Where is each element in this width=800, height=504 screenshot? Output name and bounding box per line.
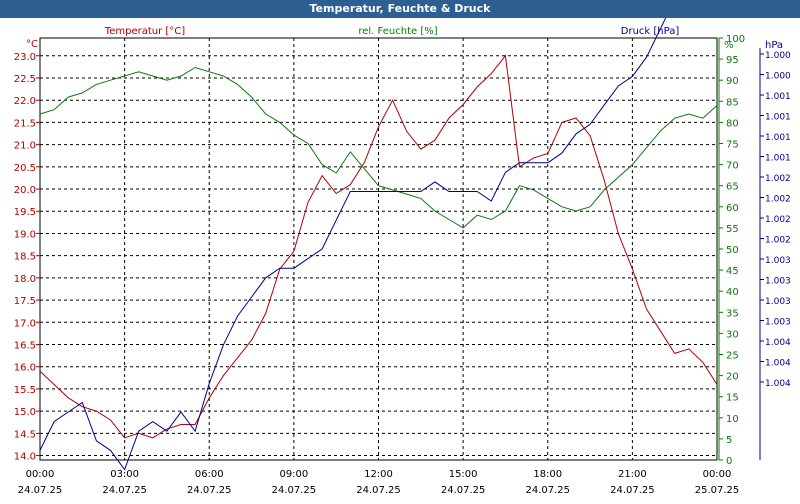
temperature-tick-label: 16.5 bbox=[14, 341, 36, 352]
temperature-tick-label: 21.0 bbox=[14, 141, 36, 152]
grid bbox=[39, 37, 718, 461]
humidity-tick-label: 15 bbox=[726, 393, 739, 404]
temperature-series-line bbox=[39, 54, 718, 439]
x-tick-date: 24.07.25 bbox=[525, 485, 570, 496]
temperature-tick-label: 17.5 bbox=[14, 296, 36, 307]
x-tick-time: 06:00 bbox=[195, 469, 224, 480]
x-tick-time: 09:00 bbox=[279, 469, 308, 480]
temperature-tick-label: 18.0 bbox=[14, 274, 36, 285]
temperature-tick-label: 23.0 bbox=[14, 52, 36, 63]
pressure-tick-label: 1.002 bbox=[765, 236, 791, 246]
temperature-tick-label: 20.5 bbox=[14, 163, 36, 174]
series-layer bbox=[39, 0, 718, 471]
legend-humidity: rel. Feuchte [%] bbox=[358, 26, 437, 37]
humidity-tick-label: 50 bbox=[726, 245, 739, 256]
temperature-tick-label: 22.0 bbox=[14, 96, 36, 107]
x-tick-time: 00:00 bbox=[26, 469, 55, 480]
humidity-tick-label: 5 bbox=[726, 435, 732, 446]
pressure-tick-label: 1.001 bbox=[765, 133, 791, 143]
x-tick-time: 12:00 bbox=[364, 469, 393, 480]
temperature-tick-label: 19.0 bbox=[14, 229, 36, 240]
temperature-tick-label: 20.0 bbox=[14, 185, 36, 196]
pressure-unit-label: hPa bbox=[765, 40, 783, 51]
temperature-tick-label: 19.5 bbox=[14, 207, 36, 218]
pressure-tick-label: 1.003 bbox=[765, 277, 791, 287]
x-tick-date: 24.07.25 bbox=[187, 485, 232, 496]
temperature-tick-label: 18.5 bbox=[14, 252, 36, 263]
pressure-tick-label: 1.000 bbox=[765, 51, 791, 61]
x-tick-date: 24.07.25 bbox=[18, 485, 63, 496]
pressure-tick-label: 1.001 bbox=[765, 113, 791, 123]
humidity-tick-label: 60 bbox=[726, 203, 739, 214]
x-tick-time: 18:00 bbox=[533, 469, 562, 480]
chart-svg: 14.0 14.5 15.0 15.5 16.0 16.5 17.0 17.5 18.0 18.5… bbox=[14, 0, 791, 496]
pressure-tick-label: 1.001 bbox=[765, 92, 791, 102]
x-tick-date: 24.07.25 bbox=[102, 485, 147, 496]
humidity-series-line bbox=[39, 66, 718, 229]
humidity-tick-label: 10 bbox=[726, 414, 739, 425]
pressure-tick-label: 1.004 bbox=[765, 338, 791, 348]
humidity-tick-label: 70 bbox=[726, 161, 739, 172]
x-tick-time: 00:00 bbox=[703, 469, 732, 480]
legend-temperature: Temperatur [°C] bbox=[104, 26, 185, 37]
x-tick-time: 15:00 bbox=[449, 469, 478, 480]
temperature-tick-label: 15.5 bbox=[14, 385, 36, 396]
x-tick-date: 24.07.25 bbox=[272, 485, 317, 496]
temperature-tick-label: 14.0 bbox=[14, 452, 36, 463]
x-tick-date: 24.07.25 bbox=[356, 485, 401, 496]
humidity-tick-label: 35 bbox=[726, 308, 739, 319]
humidity-tick-label: 55 bbox=[726, 224, 739, 235]
chart-title: Temperatur, Feuchte & Druck bbox=[0, 0, 800, 18]
humidity-tick-label: 80 bbox=[726, 118, 739, 129]
x-tick-date: 25.07.25 bbox=[695, 485, 740, 496]
humidity-tick-label: 30 bbox=[726, 329, 739, 340]
humidity-tick-label: 25 bbox=[726, 351, 739, 362]
pressure-tick-label: 1.003 bbox=[765, 256, 791, 266]
humidity-unit-label: % bbox=[724, 40, 734, 51]
temperature-tick-label: 21.5 bbox=[14, 118, 36, 129]
pressure-tick-label: 1.000 bbox=[765, 72, 791, 82]
temperature-tick-label: 14.5 bbox=[14, 429, 36, 440]
x-tick-time: 03:00 bbox=[110, 469, 139, 480]
pressure-tick-label: 1.002 bbox=[765, 174, 791, 184]
axes: 14.0 14.5 15.0 15.5 16.0 16.5 17.0 17.5 18.0 18.5… bbox=[14, 26, 791, 496]
humidity-tick-label: 100 bbox=[726, 34, 745, 45]
pressure-tick-label: 1.004 bbox=[765, 359, 791, 369]
humidity-tick-label: 0 bbox=[726, 456, 732, 467]
pressure-tick-label: 1.002 bbox=[765, 215, 791, 225]
x-tick-time: 21:00 bbox=[618, 469, 647, 480]
humidity-tick-label: 85 bbox=[726, 97, 739, 108]
humidity-tick-label: 40 bbox=[726, 287, 739, 298]
humidity-tick-label: 45 bbox=[726, 266, 739, 277]
humidity-tick-label: 75 bbox=[726, 140, 739, 151]
temperature-tick-label: 17.0 bbox=[14, 318, 36, 329]
humidity-tick-label: 95 bbox=[726, 55, 739, 66]
temperature-tick-label: 15.0 bbox=[14, 407, 36, 418]
pressure-tick-label: 1.002 bbox=[765, 195, 791, 205]
pressure-tick-label: 1.001 bbox=[765, 154, 791, 164]
x-tick-date: 24.07.25 bbox=[610, 485, 655, 496]
temperature-unit-label: °C bbox=[26, 39, 38, 50]
humidity-tick-label: 90 bbox=[726, 76, 739, 87]
pressure-series-line bbox=[39, 0, 676, 471]
temperature-tick-label: 22.5 bbox=[14, 74, 36, 85]
humidity-tick-label: 20 bbox=[726, 372, 739, 383]
temperature-tick-label: 16.0 bbox=[14, 363, 36, 374]
x-tick-date: 24.07.25 bbox=[441, 485, 486, 496]
pressure-tick-label: 1.003 bbox=[765, 297, 791, 307]
pressure-tick-label: 1.003 bbox=[765, 318, 791, 328]
humidity-tick-label: 65 bbox=[726, 182, 739, 193]
legend-pressure: Druck [hPa] bbox=[621, 26, 680, 37]
pressure-tick-label: 1.004 bbox=[765, 379, 791, 389]
